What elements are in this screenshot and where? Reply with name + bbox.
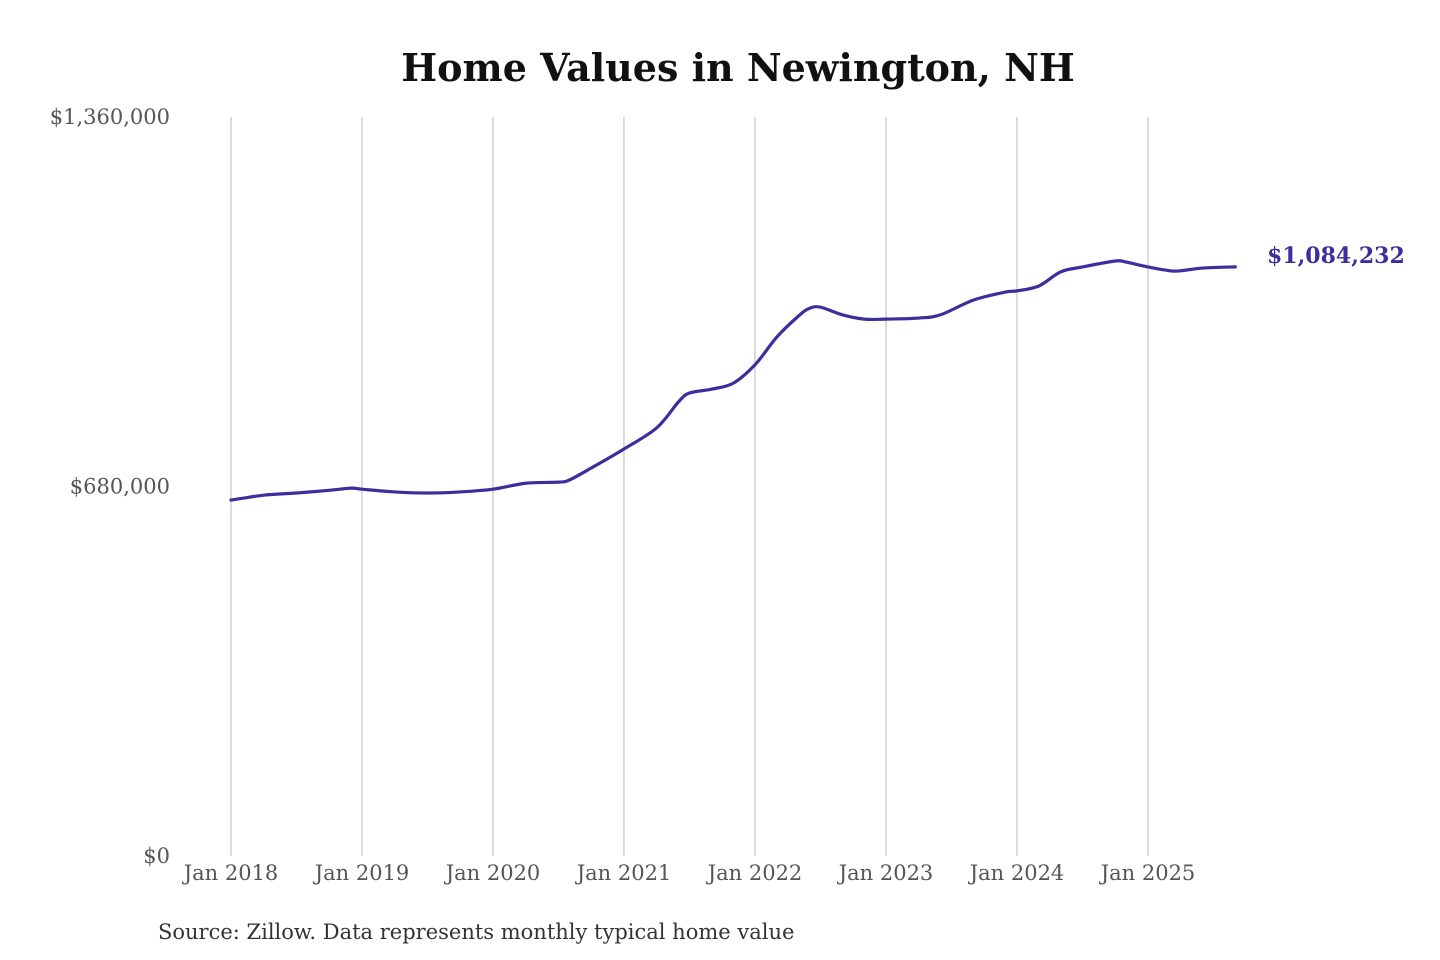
x-tick-label: Jan 2018 <box>182 861 279 885</box>
x-tick-label: Jan 2025 <box>1099 861 1196 885</box>
y-tick-label: $680,000 <box>70 475 170 499</box>
source-note: Source: Zillow. Data represents monthly … <box>158 920 794 944</box>
end-value-label: $1,084,232 <box>1267 243 1405 269</box>
x-tick-label: Jan 2021 <box>575 861 672 885</box>
x-tick-label: Jan 2019 <box>313 861 410 885</box>
x-tick-label: Jan 2024 <box>968 861 1065 885</box>
x-tick-label: Jan 2020 <box>444 861 541 885</box>
y-tick-label: $1,360,000 <box>50 105 170 129</box>
x-tick-label: Jan 2022 <box>706 861 803 885</box>
chart-title: Home Values in Newington, NH <box>401 45 1075 90</box>
series-line <box>229 259 1237 502</box>
x-tick-label: Jan 2023 <box>837 861 934 885</box>
y-tick-label: $0 <box>143 844 170 868</box>
